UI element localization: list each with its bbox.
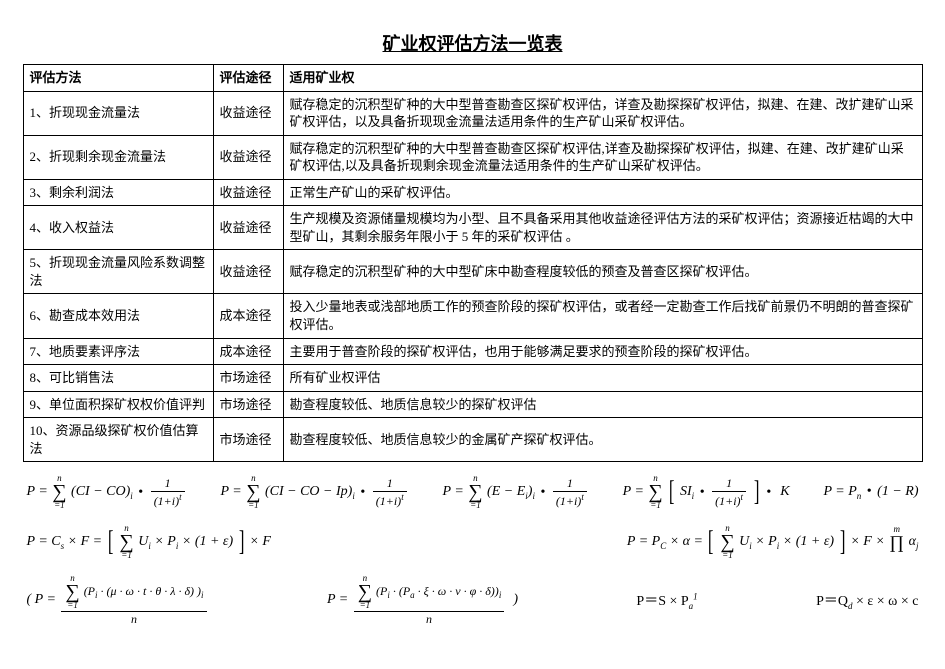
- table-row: 5、折现现金流量风险系数调整法 收益途径 赋存稳定的沉积型矿种的大中型矿床中勘查…: [23, 250, 922, 294]
- cell-route: 收益途径: [213, 250, 283, 294]
- cell-method: 1、折现现金流量法: [23, 91, 213, 135]
- cell-route: 市场途径: [213, 418, 283, 462]
- cell-scope: 赋存稳定的沉积型矿种的大中型矿床中勘查程度较低的预查及普查区探矿权评估。: [283, 250, 922, 294]
- table-row: 8、可比销售法 市场途径 所有矿业权评估: [23, 365, 922, 392]
- cell-scope: 生产规模及资源储量规模均为小型、且不具备采用其他收益途径评估方法的采矿权评估；资…: [283, 206, 922, 250]
- cell-method: 4、收入权益法: [23, 206, 213, 250]
- cell-method: 6、勘查成本效用法: [23, 294, 213, 338]
- cell-scope: 勘查程度较低、地质信息较少的金属矿产探矿权评估。: [283, 418, 922, 462]
- header-scope: 适用矿业权: [283, 65, 922, 92]
- cell-route: 成本途径: [213, 338, 283, 365]
- cell-method: 7、地质要素评序法: [23, 338, 213, 365]
- cell-method: 9、单位面积探矿权权价值评判: [23, 391, 213, 418]
- formula-4: P = n∑=1 [ SIi • 1 (1+i)t ] • K: [619, 474, 794, 510]
- cell-route: 收益途径: [213, 91, 283, 135]
- formula-row-1: P = n∑=1 (CI − CO)i • 1 (1+i)t P = n∑=1 …: [23, 474, 923, 510]
- formula-8: ( P = n∑=1 (Pi · (μ · ω · t · θ · λ · δ)…: [23, 574, 213, 626]
- formula-11: P＝Qd × ε × ω × c: [812, 590, 922, 611]
- header-route: 评估途径: [213, 65, 283, 92]
- formula-3: P = n∑=1 (E − Ei)i • 1 (1+i)t: [439, 474, 593, 510]
- table-row: 10、资源品级探矿权价值估算法 市场途径 勘查程度较低、地质信息较少的金属矿产探…: [23, 418, 922, 462]
- cell-scope: 主要用于普查阶段的探矿权评估，也用于能够满足要求的预查阶段的探矿权评估。: [283, 338, 922, 365]
- cell-method: 5、折现现金流量风险系数调整法: [23, 250, 213, 294]
- formula-row-3: ( P = n∑=1 (Pi · (μ · ω · t · θ · λ · δ)…: [23, 574, 923, 626]
- table-row: 9、单位面积探矿权权价值评判 市场途径 勘查程度较低、地质信息较少的探矿权评估: [23, 391, 922, 418]
- cell-scope: 赋存稳定的沉积型矿种的大中型普查勘查区探矿权评估,详查及勘探探矿权评估，拟建、在…: [283, 135, 922, 179]
- page-title: 矿业权评估方法一览表: [20, 30, 925, 56]
- table-row: 7、地质要素评序法 成本途径 主要用于普查阶段的探矿权评估，也用于能够满足要求的…: [23, 338, 922, 365]
- table-header-row: 评估方法 评估途径 适用矿业权: [23, 65, 922, 92]
- document-container: 矿业权评估方法一览表 评估方法 评估途径 适用矿业权 1、折现现金流量法 收益途…: [20, 30, 925, 626]
- formula-9: P = n∑=1 (Pi · (Pa · ξ · ω · ν · φ · δ))…: [323, 574, 522, 626]
- cell-route: 市场途径: [213, 365, 283, 392]
- table-row: 4、收入权益法 收益途径 生产规模及资源储量规模均为小型、且不具备采用其他收益途…: [23, 206, 922, 250]
- cell-method: 10、资源品级探矿权价值估算法: [23, 418, 213, 462]
- cell-scope: 投入少量地表或浅部地质工作的预查阶段的探矿权评估，或者经一定勘查工作后找矿前景仍…: [283, 294, 922, 338]
- formula-1: P = n∑=1 (CI − CO)i • 1 (1+i)t: [23, 474, 191, 510]
- methods-table: 评估方法 评估途径 适用矿业权 1、折现现金流量法 收益途径 赋存稳定的沉积型矿…: [23, 64, 923, 462]
- cell-route: 市场途径: [213, 391, 283, 418]
- table-row: 2、折现剩余现金流量法 收益途径 赋存稳定的沉积型矿种的大中型普查勘查区探矿权评…: [23, 135, 922, 179]
- formulas-block: P = n∑=1 (CI − CO)i • 1 (1+i)t P = n∑=1 …: [23, 474, 923, 626]
- cell-route: 收益途径: [213, 206, 283, 250]
- table-row: 1、折现现金流量法 收益途径 赋存稳定的沉积型矿种的大中型普查勘查区探矿权评估，…: [23, 91, 922, 135]
- cell-scope: 勘查程度较低、地质信息较少的探矿权评估: [283, 391, 922, 418]
- cell-method: 3、剩余利润法: [23, 179, 213, 206]
- formula-2: P = n∑=1 (CI − CO − Ip)i • 1 (1+i)t: [216, 474, 412, 510]
- formula-10: P＝S × Pa1: [632, 590, 701, 611]
- formula-5: P = Pn • (1 − R): [819, 484, 922, 501]
- formula-row-2: P = Cs × F = [ n∑=1 Ui × Pi × (1 + ε) ] …: [23, 524, 923, 560]
- cell-scope: 正常生产矿山的采矿权评估。: [283, 179, 922, 206]
- table-row: 6、勘查成本效用法 成本途径 投入少量地表或浅部地质工作的预查阶段的探矿权评估，…: [23, 294, 922, 338]
- table-row: 3、剩余利润法 收益途径 正常生产矿山的采矿权评估。: [23, 179, 922, 206]
- cell-method: 2、折现剩余现金流量法: [23, 135, 213, 179]
- cell-scope: 所有矿业权评估: [283, 365, 922, 392]
- cell-route: 收益途径: [213, 135, 283, 179]
- cell-route: 收益途径: [213, 179, 283, 206]
- cell-method: 8、可比销售法: [23, 365, 213, 392]
- cell-route: 成本途径: [213, 294, 283, 338]
- formula-7: P = PC × α = [ n∑=1 Ui × Pi × (1 + ε) ] …: [623, 524, 923, 560]
- cell-scope: 赋存稳定的沉积型矿种的大中型普查勘查区探矿权评估，详查及勘探探矿权评估，拟建、在…: [283, 91, 922, 135]
- formula-6: P = Cs × F = [ n∑=1 Ui × Pi × (1 + ε) ] …: [23, 524, 275, 560]
- header-method: 评估方法: [23, 65, 213, 92]
